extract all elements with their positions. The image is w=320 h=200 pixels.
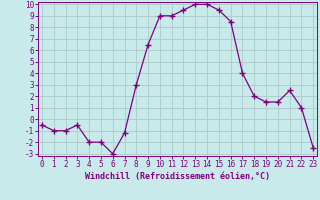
X-axis label: Windchill (Refroidissement éolien,°C): Windchill (Refroidissement éolien,°C) (85, 172, 270, 181)
